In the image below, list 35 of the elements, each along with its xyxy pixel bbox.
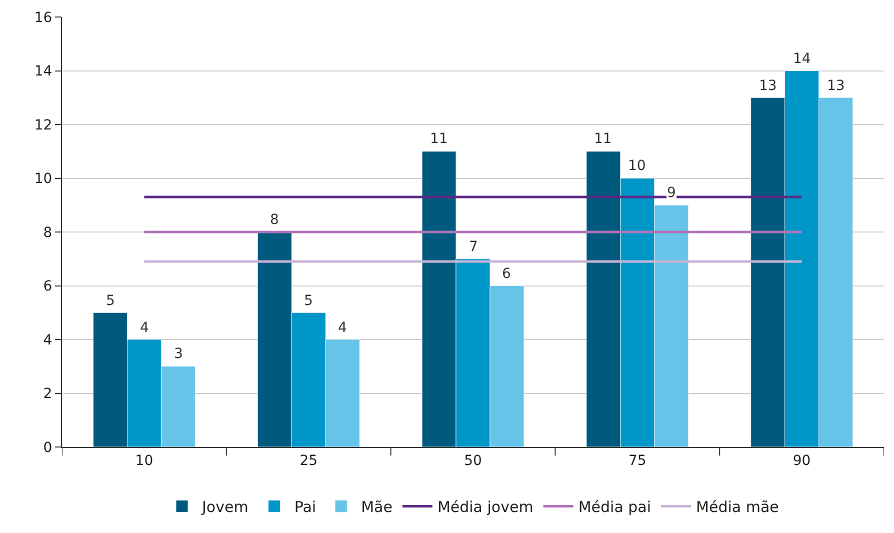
- data-label: 14: [793, 51, 811, 67]
- y-tick-label: 4: [43, 332, 52, 348]
- x-tick-label: 10: [135, 452, 154, 469]
- legend-label: Pai: [294, 498, 316, 516]
- y-tick-label: 2: [43, 386, 52, 402]
- data-label: 9: [667, 185, 676, 201]
- y-tick-label: 16: [34, 10, 52, 26]
- legend-label: Média pai: [578, 498, 652, 516]
- legend-label: Mãe: [361, 498, 392, 516]
- legend-label: Jovem: [201, 498, 248, 516]
- data-label: 11: [430, 131, 448, 147]
- x-tick-label: 25: [300, 452, 318, 469]
- x-tick-label: 50: [464, 452, 482, 469]
- data-label: 11: [594, 131, 612, 147]
- data-label: 7: [469, 239, 478, 255]
- data-label: 13: [759, 78, 777, 94]
- y-tick-label: 6: [43, 278, 52, 295]
- x-tick-label: 75: [628, 452, 646, 469]
- data-label: 8: [270, 212, 279, 228]
- y-tick-label: 10: [34, 171, 52, 188]
- legend-label: Média mãe: [696, 498, 779, 516]
- data-label: 3: [174, 346, 183, 362]
- data-label: 5: [106, 293, 115, 309]
- data-label: 4: [140, 320, 149, 336]
- data-label: 4: [338, 320, 347, 336]
- y-tick-label: 8: [43, 224, 52, 241]
- y-tick-label: 14: [34, 64, 52, 80]
- data-label: 5: [304, 293, 313, 309]
- y-tick-label: 12: [34, 117, 52, 134]
- x-tick-label: 90: [792, 452, 811, 469]
- data-label: 10: [628, 158, 646, 174]
- y-tick-label: 0: [43, 440, 52, 456]
- data-label: 13: [827, 78, 845, 94]
- data-label: 6: [502, 266, 511, 282]
- legend-label: Média jovem: [437, 498, 534, 516]
